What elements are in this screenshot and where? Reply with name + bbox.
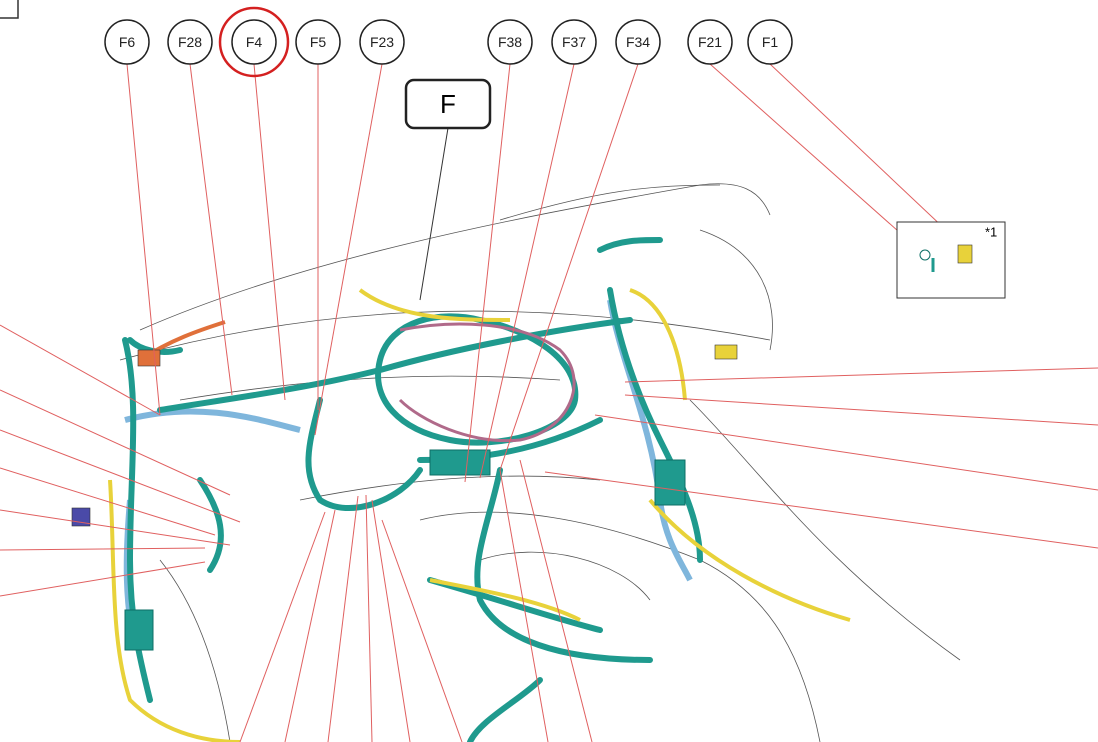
callout-label: F5 bbox=[310, 34, 327, 50]
callout-label: F1 bbox=[762, 34, 779, 50]
view-label: F bbox=[440, 89, 456, 119]
callout-label: F21 bbox=[698, 34, 722, 50]
wiring-diagram: *1 F F6 F28 F4 F5 F23 F38 F37 F34 F21 F1 bbox=[0, 0, 1098, 742]
callout-label: F34 bbox=[626, 34, 650, 50]
callout-label: F37 bbox=[562, 34, 586, 50]
inset-note: *1 bbox=[985, 225, 997, 240]
callout-label: F38 bbox=[498, 34, 522, 50]
callout-label: F23 bbox=[370, 34, 394, 50]
callout-label: F28 bbox=[178, 34, 202, 50]
callout-label: F4 bbox=[246, 34, 263, 50]
background bbox=[0, 0, 1098, 742]
callout-label: F6 bbox=[119, 34, 136, 50]
